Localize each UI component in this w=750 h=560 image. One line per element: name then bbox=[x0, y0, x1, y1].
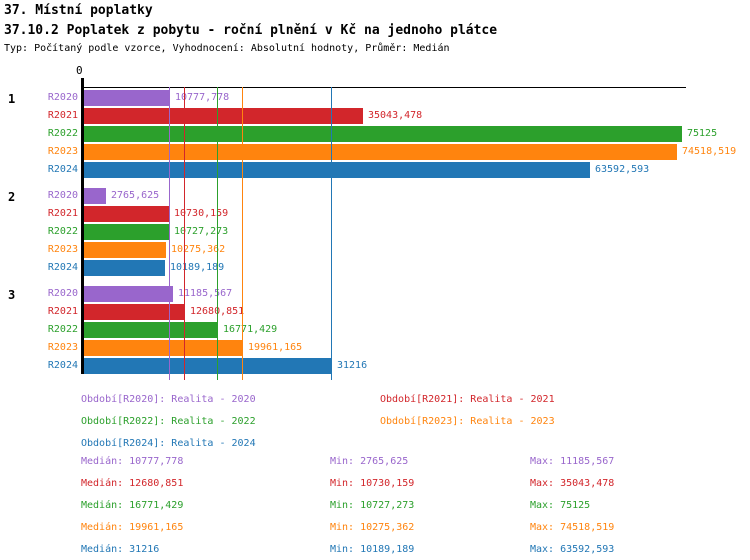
stat-median-r2022: Medián: 16771,429 bbox=[81, 500, 184, 511]
stat-median-r2023: Medián: 19961,165 bbox=[81, 522, 184, 533]
bar-row-label-r2022: R2022 bbox=[47, 324, 78, 335]
bar-value-label: 75125 bbox=[687, 128, 718, 139]
bar-row-label-r2020: R2020 bbox=[47, 190, 78, 201]
legend-item-r2024: Období[R2024]: Realita - 2024 bbox=[81, 438, 256, 449]
bar-r2021-group2 bbox=[84, 206, 169, 222]
group-label: 3 bbox=[8, 288, 16, 302]
bar-value-label: 31216 bbox=[337, 360, 368, 371]
x-axis-zero-tick-label: 0 bbox=[76, 64, 83, 77]
bar-row-label-r2021: R2021 bbox=[47, 306, 78, 317]
bar-value-label: 74518,519 bbox=[682, 146, 737, 157]
bar-value-label: 35043,478 bbox=[368, 110, 423, 121]
bar-value-label: 10730,159 bbox=[174, 208, 229, 219]
stat-min-r2023: Min: 10275,362 bbox=[330, 522, 415, 533]
stat-max-r2021: Max: 35043,478 bbox=[530, 478, 615, 489]
stat-median-r2020: Medián: 10777,778 bbox=[81, 456, 184, 467]
bar-r2023-group3 bbox=[84, 340, 243, 356]
bar-row-label-r2021: R2021 bbox=[47, 110, 78, 121]
bar-row-label-r2021: R2021 bbox=[47, 208, 78, 219]
stat-max-r2023: Max: 74518,519 bbox=[530, 522, 615, 533]
report-section-title: 37. Místní poplatky bbox=[4, 3, 153, 18]
bar-row-label-r2024: R2024 bbox=[47, 262, 78, 273]
median-line-r2020 bbox=[169, 87, 170, 380]
y-axis-line bbox=[81, 78, 84, 374]
bar-r2023-group1 bbox=[84, 144, 677, 160]
bar-r2024-group3 bbox=[84, 358, 332, 374]
chart-meta-info: Typ: Počítaný podle vzorce, Vyhodnocení:… bbox=[4, 43, 450, 54]
bar-r2024-group2 bbox=[84, 260, 165, 276]
bar-row-label-r2023: R2023 bbox=[47, 146, 78, 157]
bar-r2023-group2 bbox=[84, 242, 166, 258]
median-line-r2023 bbox=[242, 87, 243, 380]
stat-max-r2020: Max: 11185,567 bbox=[530, 456, 615, 467]
bar-value-label: 10777,778 bbox=[175, 92, 230, 103]
bar-value-label: 63592,593 bbox=[595, 164, 650, 175]
bar-value-label: 10727,273 bbox=[174, 226, 229, 237]
legend-item-r2022: Období[R2022]: Realita - 2022 bbox=[81, 416, 256, 427]
bar-row-label-r2020: R2020 bbox=[47, 288, 78, 299]
bar-r2022-group1 bbox=[84, 126, 682, 142]
bar-r2024-group1 bbox=[84, 162, 590, 178]
x-axis-line bbox=[83, 87, 686, 88]
bar-row-label-r2022: R2022 bbox=[47, 226, 78, 237]
bar-r2022-group3 bbox=[84, 322, 218, 338]
bar-r2020-group1 bbox=[84, 90, 170, 106]
group-label: 1 bbox=[8, 92, 16, 106]
bar-r2020-group2 bbox=[84, 188, 106, 204]
bar-value-label: 19961,165 bbox=[248, 342, 303, 353]
stat-max-r2022: Max: 75125 bbox=[530, 500, 591, 511]
bar-value-label: 10189,189 bbox=[170, 262, 225, 273]
bar-r2020-group3 bbox=[84, 286, 173, 302]
bar-r2021-group3 bbox=[84, 304, 185, 320]
bar-row-label-r2022: R2022 bbox=[47, 128, 78, 139]
bar-value-label: 11185,567 bbox=[178, 288, 233, 299]
bar-row-label-r2020: R2020 bbox=[47, 92, 78, 103]
bar-row-label-r2024: R2024 bbox=[47, 164, 78, 175]
legend-item-r2020: Období[R2020]: Realita - 2020 bbox=[81, 394, 256, 405]
bar-r2021-group1 bbox=[84, 108, 363, 124]
bar-r2022-group2 bbox=[84, 224, 169, 240]
stat-min-r2020: Min: 2765,625 bbox=[330, 456, 409, 467]
legend-item-r2023: Období[R2023]: Realita - 2023 bbox=[380, 416, 555, 427]
median-line-r2022 bbox=[217, 87, 218, 380]
stat-min-r2024: Min: 10189,189 bbox=[330, 544, 415, 555]
stat-min-r2021: Min: 10730,159 bbox=[330, 478, 415, 489]
chart-title: 37.10.2 Poplatek z pobytu - roční plnění… bbox=[4, 23, 498, 38]
bar-value-label: 2765,625 bbox=[111, 190, 160, 201]
median-line-r2021 bbox=[184, 87, 185, 380]
group-label: 2 bbox=[8, 190, 16, 204]
bar-row-label-r2024: R2024 bbox=[47, 360, 78, 371]
bar-value-label: 16771,429 bbox=[223, 324, 278, 335]
stat-max-r2024: Max: 63592,593 bbox=[530, 544, 615, 555]
median-line-r2024 bbox=[331, 87, 332, 380]
bar-value-label: 10275,362 bbox=[171, 244, 226, 255]
stat-median-r2024: Medián: 31216 bbox=[81, 544, 160, 555]
legend-item-r2021: Období[R2021]: Realita - 2021 bbox=[380, 394, 555, 405]
stat-median-r2021: Medián: 12680,851 bbox=[81, 478, 184, 489]
stat-min-r2022: Min: 10727,273 bbox=[330, 500, 415, 511]
bar-row-label-r2023: R2023 bbox=[47, 244, 78, 255]
bar-row-label-r2023: R2023 bbox=[47, 342, 78, 353]
